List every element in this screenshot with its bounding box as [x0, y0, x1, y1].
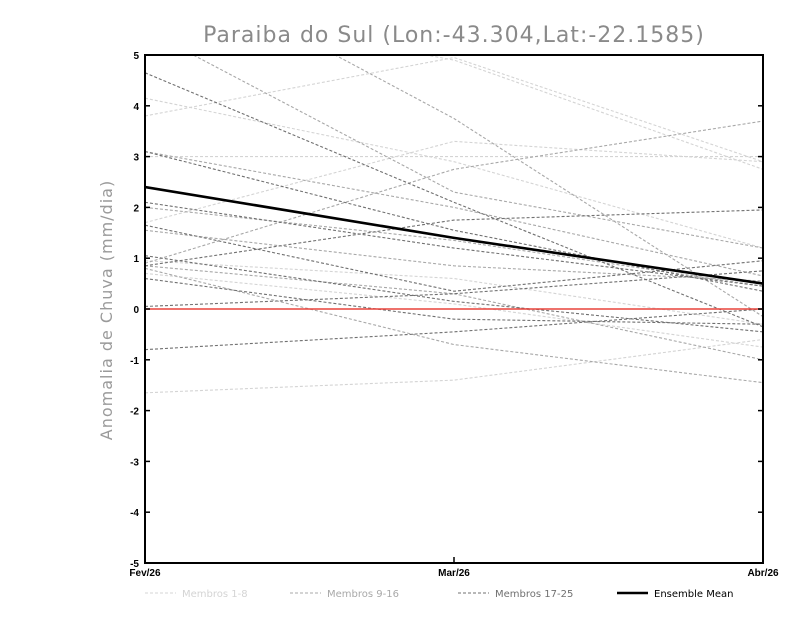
member-line-21 [145, 209, 763, 267]
x-tick-label: Mar/26 [438, 568, 470, 579]
legend-label-1: Membros 1-8 [182, 589, 248, 600]
member-line-10 [145, 229, 763, 282]
y-tick-label: 3 [133, 153, 139, 164]
member-line-17 [145, 72, 763, 328]
member-line-3 [145, 140, 763, 224]
legend-label-4: Ensemble Mean [654, 589, 733, 600]
y-axis-label: Anomalia de Chuva (mm/dia) [97, 180, 116, 440]
member-line-5 [145, 338, 763, 394]
member-line-24 [145, 255, 763, 333]
member-line-22 [145, 270, 763, 308]
ensemble-mean-line [145, 185, 763, 285]
member-line-20 [145, 224, 763, 292]
member-line-18 [145, 150, 763, 292]
member-line-2 [145, 56, 763, 163]
y-tick-label: -4 [130, 508, 139, 519]
y-tick-label: -1 [130, 356, 139, 367]
y-tick-label: 0 [133, 305, 139, 316]
member-line-19 [145, 201, 763, 287]
member-line-7 [145, 272, 763, 348]
member-line-11 [145, 265, 763, 361]
member-line-25 [145, 277, 763, 325]
y-tick-label: 2 [133, 203, 139, 214]
member-line-12 [333, 55, 763, 318]
y-tick-label: -5 [130, 559, 139, 570]
x-tick-label: Abr/26 [747, 568, 779, 579]
member-line-8 [422, 55, 763, 170]
member-line-13 [145, 267, 763, 384]
axis-ticks: -5 -4 -3 -2 -1 0 1 2 3 4 5 Fev/26 Mar/26 Abr/26 [129, 51, 779, 579]
member-line-23 [145, 308, 763, 351]
member-line-16 [145, 206, 763, 287]
member-line-14 [192, 55, 763, 249]
legend: Membros 1-8 Membros 9-16 Membros 17-25 Ense… [145, 589, 733, 600]
member-line-9 [145, 120, 763, 264]
legend-label-3: Membros 17-25 [495, 589, 573, 600]
y-tick-label: 1 [133, 254, 139, 265]
chart-title: Paraiba do Sul (Lon:-43.304,Lat:-22.1585… [203, 23, 705, 48]
member-line-15 [145, 150, 763, 277]
y-tick-label: 5 [133, 51, 139, 62]
x-tick-label: Fev/26 [129, 568, 161, 579]
member-line-1 [145, 97, 763, 249]
y-tick-label: 4 [133, 102, 139, 113]
ensemble-mean-group [145, 185, 763, 285]
legend-label-2: Membros 9-16 [327, 589, 399, 600]
y-tick-label: -2 [130, 407, 139, 418]
y-tick-label: -3 [130, 457, 139, 468]
member-lines [145, 55, 763, 394]
